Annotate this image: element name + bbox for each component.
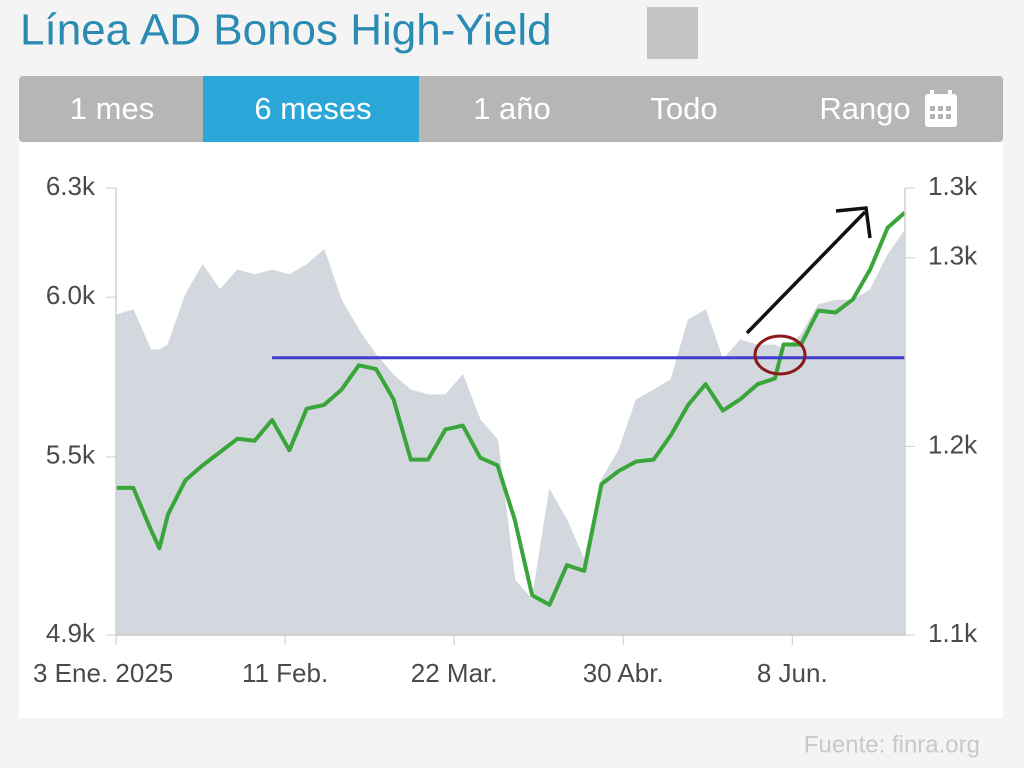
highlight-ellipse <box>753 334 807 376</box>
x-tick-label: 30 Abr. <box>583 658 664 688</box>
active-tab <box>203 76 419 142</box>
tab[interactable]: 6 meses <box>254 91 371 126</box>
tab[interactable]: 1 mes <box>70 91 154 126</box>
area-edge <box>115 229 906 602</box>
tabs: 1 mes 6 meses 1 año Todo Rango <box>70 76 911 142</box>
x-tick-label: 3 Ene. 2025 <box>33 658 173 688</box>
y2-tick-label: 1.3k <box>928 241 978 271</box>
tab[interactable]: Rango <box>819 91 910 126</box>
y-tick-label: 6.0k <box>46 280 96 310</box>
y-tick-label: 6.3k <box>46 171 96 201</box>
x-tick-label: 11 Feb. <box>242 658 328 688</box>
x-tick-label: 8 Jun. <box>757 658 828 688</box>
y2-tick-label: 1.2k <box>928 429 978 459</box>
plot: 4.9k 5.5k 6.0k 6.3k 1.1k 1.2k 1.3k 1.3k 3 Ene. 2… <box>33 171 978 688</box>
y-tick-label: 4.9k <box>46 618 96 648</box>
tab[interactable]: Todo <box>650 91 717 126</box>
y-tick-label: 5.5k <box>46 440 96 470</box>
title-placeholder <box>647 7 698 59</box>
page-title: Línea AD Bonos High-Yield <box>20 6 552 55</box>
source: Fuente: finra.org <box>804 731 980 758</box>
y2-tick-label: 1.1k <box>928 618 978 648</box>
area-fill <box>116 230 905 635</box>
y2-tick-label: 1.3k <box>928 171 978 201</box>
tab[interactable]: 1 año <box>473 91 551 126</box>
x-tick-label: 22 Mar. <box>411 658 498 688</box>
trend-arrow <box>745 206 872 335</box>
calendar-icon <box>925 90 957 127</box>
